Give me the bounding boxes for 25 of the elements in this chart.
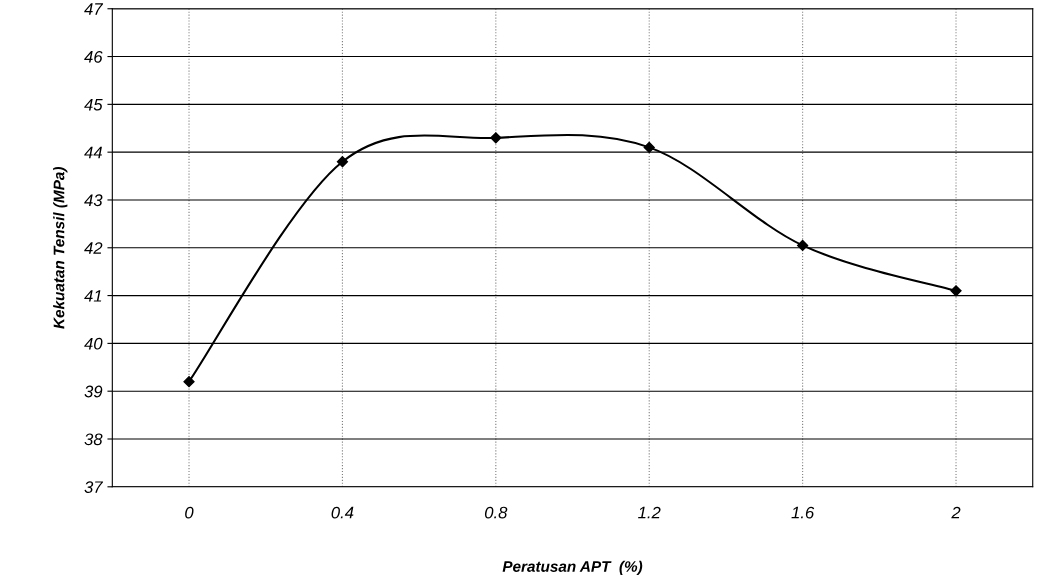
point: [183, 376, 195, 388]
x-tick-label: 0.4: [331, 506, 354, 519]
y-tick-label: 42: [84, 242, 103, 254]
y-tick-label: 41: [84, 290, 102, 302]
point: [490, 132, 502, 144]
point: [643, 141, 655, 153]
y-axis-title: Kekuatan Tensil (MPa): [53, 167, 68, 329]
x-tick-label: 2: [951, 506, 961, 519]
y-tick-label: 38: [84, 433, 103, 446]
y-tick-label: 37: [84, 481, 104, 494]
x-tick-label: 1.2: [638, 506, 661, 519]
point: [950, 285, 962, 297]
x-tick-label: 0: [185, 506, 194, 519]
point: [336, 156, 349, 168]
y-tick-label: 43: [84, 194, 103, 207]
x-tick-label: 1.6: [791, 506, 815, 519]
x-axis-title: Peratusan APT (%): [502, 560, 643, 575]
y-tick-label: 39: [84, 385, 103, 398]
y-tick-label: 46: [84, 50, 103, 63]
y-tick-label: 47: [84, 3, 104, 15]
point: [797, 239, 809, 251]
y-tick-label: 45: [84, 98, 103, 111]
x-tick-label: 0.8: [484, 506, 508, 519]
y-tick-label: 44: [84, 146, 102, 159]
y-tick-label: 40: [84, 337, 103, 350]
